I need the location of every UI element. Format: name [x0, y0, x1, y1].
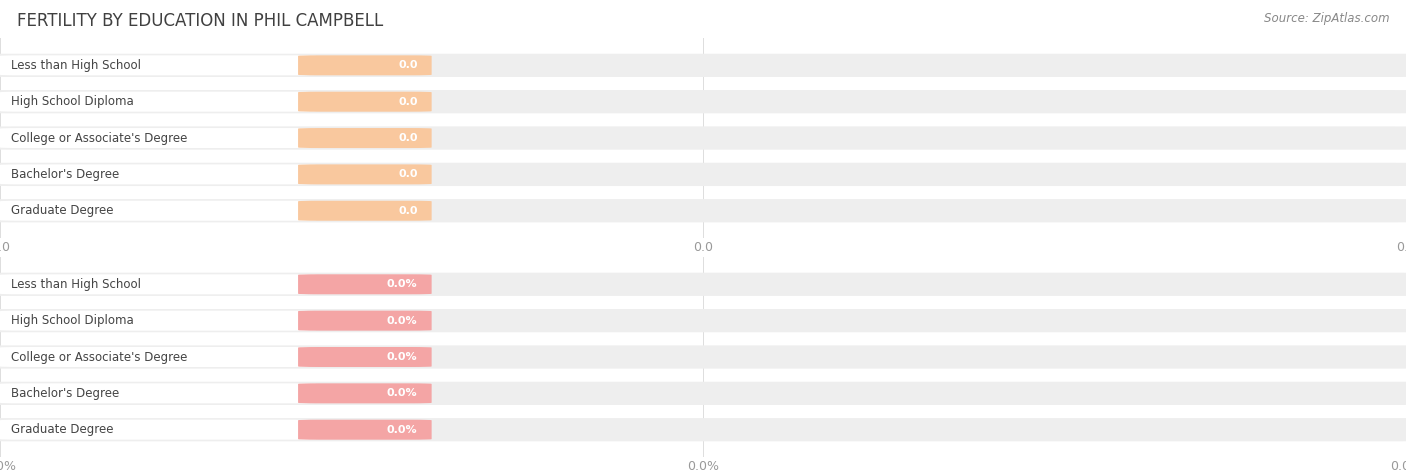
- FancyBboxPatch shape: [0, 164, 316, 184]
- FancyBboxPatch shape: [298, 383, 432, 403]
- Text: High School Diploma: High School Diploma: [11, 314, 134, 327]
- FancyBboxPatch shape: [0, 127, 1406, 149]
- Text: 0.0%: 0.0%: [387, 388, 418, 398]
- Text: College or Associate's Degree: College or Associate's Degree: [11, 131, 187, 145]
- Text: High School Diploma: High School Diploma: [11, 95, 134, 108]
- Text: 0.0: 0.0: [398, 60, 418, 70]
- FancyBboxPatch shape: [0, 346, 1406, 368]
- Text: Bachelor's Degree: Bachelor's Degree: [11, 168, 120, 181]
- FancyBboxPatch shape: [0, 163, 1406, 186]
- FancyBboxPatch shape: [0, 309, 1406, 332]
- Text: FERTILITY BY EDUCATION IN PHIL CAMPBELL: FERTILITY BY EDUCATION IN PHIL CAMPBELL: [17, 12, 382, 30]
- FancyBboxPatch shape: [0, 199, 1406, 222]
- Text: Source: ZipAtlas.com: Source: ZipAtlas.com: [1264, 12, 1389, 25]
- Text: 0.0: 0.0: [398, 169, 418, 179]
- FancyBboxPatch shape: [298, 201, 432, 221]
- Text: 0.0: 0.0: [398, 97, 418, 107]
- FancyBboxPatch shape: [0, 273, 1406, 296]
- FancyBboxPatch shape: [0, 201, 316, 221]
- Text: 0.0%: 0.0%: [387, 279, 418, 289]
- FancyBboxPatch shape: [0, 311, 316, 331]
- FancyBboxPatch shape: [0, 274, 316, 294]
- FancyBboxPatch shape: [0, 90, 1406, 113]
- FancyBboxPatch shape: [298, 420, 432, 440]
- Text: Less than High School: Less than High School: [11, 278, 141, 291]
- Text: Graduate Degree: Graduate Degree: [11, 204, 114, 217]
- FancyBboxPatch shape: [0, 92, 316, 112]
- Text: 0.0%: 0.0%: [387, 352, 418, 362]
- Text: 0.0%: 0.0%: [387, 316, 418, 326]
- Text: Bachelor's Degree: Bachelor's Degree: [11, 387, 120, 400]
- FancyBboxPatch shape: [298, 274, 432, 294]
- FancyBboxPatch shape: [0, 55, 316, 75]
- Text: Less than High School: Less than High School: [11, 59, 141, 72]
- FancyBboxPatch shape: [0, 383, 316, 403]
- FancyBboxPatch shape: [0, 418, 1406, 441]
- FancyBboxPatch shape: [298, 92, 432, 112]
- FancyBboxPatch shape: [0, 347, 316, 367]
- FancyBboxPatch shape: [0, 128, 316, 148]
- Text: 0.0: 0.0: [398, 206, 418, 216]
- FancyBboxPatch shape: [298, 128, 432, 148]
- FancyBboxPatch shape: [298, 347, 432, 367]
- Text: Graduate Degree: Graduate Degree: [11, 423, 114, 436]
- FancyBboxPatch shape: [0, 382, 1406, 405]
- FancyBboxPatch shape: [298, 311, 432, 331]
- FancyBboxPatch shape: [298, 164, 432, 184]
- FancyBboxPatch shape: [0, 54, 1406, 77]
- FancyBboxPatch shape: [298, 55, 432, 75]
- Text: College or Associate's Degree: College or Associate's Degree: [11, 350, 187, 364]
- FancyBboxPatch shape: [0, 420, 316, 440]
- Text: 0.0: 0.0: [398, 133, 418, 143]
- Text: 0.0%: 0.0%: [387, 425, 418, 435]
